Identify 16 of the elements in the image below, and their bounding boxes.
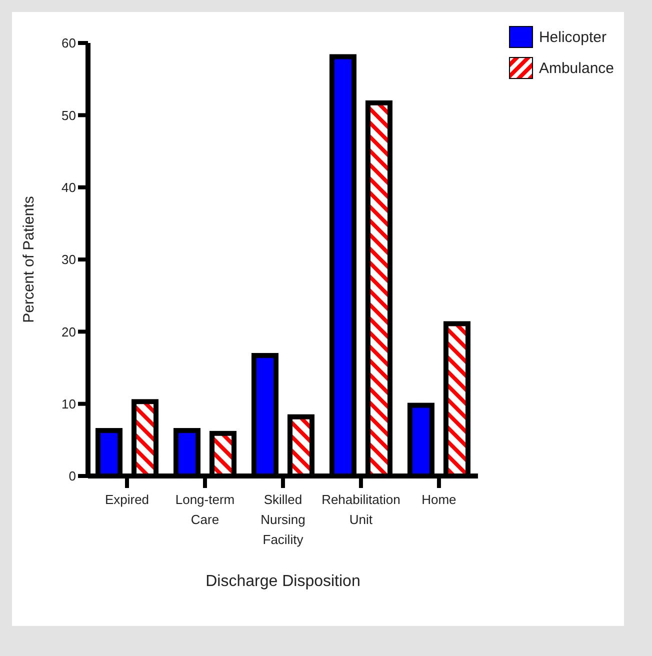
y-tick-label: 0 [68, 468, 76, 484]
y-tick-label: 50 [62, 108, 76, 123]
legend-label: Ambulance [538, 60, 614, 76]
y-tick-label: 10 [62, 396, 76, 412]
x-tick-label: Long-term Care [175, 492, 235, 527]
x-axis-title: Discharge Disposition [206, 573, 360, 590]
y-tick-label: 40 [62, 180, 76, 195]
y-tick-label: 30 [62, 252, 76, 268]
x-tick-label: Rehabilitation Unit [322, 492, 400, 527]
x-tick-label: Expired [104, 492, 150, 507]
y-axis-title: Percent of Patients [20, 196, 38, 323]
y-tick-label: 60 [62, 36, 76, 51]
legend-label: Helicopter [538, 28, 606, 46]
x-tick-label: Home [422, 492, 456, 507]
y-tick-label: 20 [62, 324, 76, 340]
x-tick-label: Skilled Nursing Facility [260, 492, 306, 547]
